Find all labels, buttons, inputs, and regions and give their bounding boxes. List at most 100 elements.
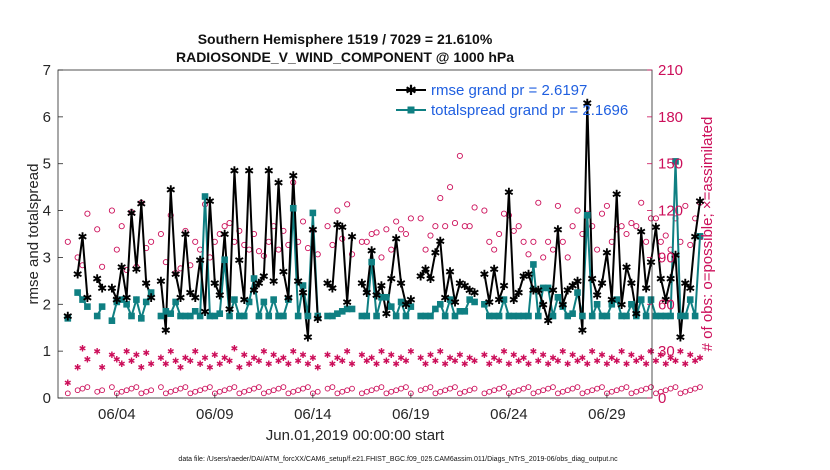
obs-assimilated-point: ✱ — [593, 357, 601, 367]
totalspread-point — [363, 312, 371, 320]
y-tick-label: 5 — [43, 156, 51, 173]
obs-possible-base-point — [344, 387, 351, 394]
totalspread-point — [530, 261, 537, 268]
rmse-point: ✱ — [563, 284, 573, 298]
rmse-point: ✱ — [308, 223, 318, 237]
totalspread-point — [289, 204, 297, 212]
rmse-point: ✱ — [430, 246, 440, 260]
obs-assimilated-point: ✱ — [378, 348, 386, 358]
totalspread-point — [314, 312, 322, 320]
obs-assimilated-point: ✱ — [314, 363, 322, 373]
rmse-point: ✱ — [73, 267, 83, 281]
obs-possible-point — [530, 238, 537, 245]
obs-assimilated-point: ✱ — [108, 351, 116, 361]
rmse-point: ✱ — [234, 253, 244, 267]
obs-possible-base-point — [520, 385, 527, 392]
obs-possible-base-point — [437, 388, 444, 395]
rmse-point: ✱ — [141, 277, 151, 291]
obs-possible-base-point — [236, 390, 243, 397]
obs-possible-point — [299, 218, 307, 225]
obs-assimilated-point: ✱ — [138, 363, 146, 373]
obs-assimilated-point: ✱ — [167, 348, 175, 358]
y-right-tick-label: 0 — [658, 390, 666, 407]
obs-assimilated-point: ✱ — [564, 360, 572, 370]
obs-assimilated-point: ✱ — [299, 351, 307, 361]
totalspread-point — [588, 312, 596, 320]
obs-possible-point — [442, 223, 449, 230]
obs-possible-base-point — [290, 388, 297, 395]
totalspread-point — [407, 303, 415, 310]
rmse-point: ✱ — [646, 256, 656, 270]
obs-possible-point — [64, 238, 71, 245]
obs-possible-base-point — [133, 384, 140, 390]
totalspread-point — [387, 303, 395, 310]
rmse-point: ✱ — [523, 267, 533, 281]
obs-possible-point — [603, 202, 610, 209]
obs-possible-base-point — [564, 387, 571, 394]
rmse-point: ✱ — [239, 293, 249, 307]
rmse-line — [76, 236, 89, 298]
obs-possible-base-point — [466, 387, 473, 394]
rmse-point: ✱ — [332, 218, 342, 232]
obs-assimilated-point: ✱ — [446, 354, 454, 364]
obs-possible-base-point — [638, 387, 645, 394]
obs-assimilated-point: ✱ — [363, 357, 371, 367]
obs-assimilated-point: ✱ — [196, 360, 204, 370]
totalspread-point — [608, 300, 616, 308]
rmse-point: ✱ — [136, 197, 146, 211]
obs-possible-base-point — [692, 385, 698, 392]
x-axis-label: Jun.01,2019 00:00:00 start — [266, 427, 445, 444]
rmse-point: ✱ — [293, 274, 303, 288]
obs-possible-base-point — [510, 388, 517, 395]
rmse-point: ✱ — [278, 265, 288, 279]
obs-possible-base-point — [270, 387, 277, 394]
rmse-point: ✱ — [612, 188, 622, 202]
obs-possible-base-point — [148, 387, 154, 394]
obs-possible-base-point — [64, 390, 71, 397]
obs-possible-base-point — [388, 388, 395, 395]
totalspread-point — [304, 312, 312, 320]
obs-assimilated-point: ✱ — [510, 351, 518, 361]
obs-assimilated-point: ✱ — [417, 354, 425, 364]
obs-possible-base-point — [643, 385, 649, 392]
plot-frame — [57, 69, 653, 399]
totalspread-point — [417, 312, 424, 320]
rmse-point: ✱ — [391, 232, 401, 246]
totalspread-point — [338, 308, 346, 315]
totalspread-point — [177, 312, 184, 320]
totalspread-point — [93, 312, 101, 320]
obs-assimilated-point: ✱ — [598, 351, 606, 361]
obs-possible-base-point — [496, 385, 502, 392]
obs-possible-point — [687, 241, 694, 248]
y-right-tick-label: 180 — [658, 109, 683, 126]
obs-assimilated-point: ✱ — [123, 348, 131, 358]
y-tick-label: 2 — [43, 296, 51, 313]
rmse-point: ✱ — [582, 96, 592, 110]
totalspread-point — [520, 312, 527, 320]
rmse-point: ✱ — [577, 324, 587, 338]
rmse-point: ✱ — [376, 279, 386, 293]
rmse-point: ✱ — [587, 272, 597, 286]
totalspread-point — [510, 312, 518, 320]
obs-assimilated-point: ✱ — [245, 360, 253, 370]
legend: ✱ rmse grand pr = 2.6197 totalspread gra… — [396, 82, 628, 119]
rmse-point: ✱ — [489, 263, 499, 277]
y-right-tick-label: 210 — [658, 62, 683, 79]
rmse-point: ✱ — [347, 230, 357, 244]
totalspread-point — [138, 315, 145, 322]
obs-assimilated-point: ✱ — [93, 348, 101, 358]
obs-possible-base-point — [545, 385, 551, 392]
obs-possible-base-point — [589, 387, 596, 394]
obs-possible-base-point — [363, 388, 370, 395]
obs-possible-base-point — [403, 384, 409, 390]
obs-possible-base-point — [349, 385, 355, 392]
rmse-point: ✱ — [435, 235, 445, 249]
totalspread-point — [456, 308, 464, 315]
obs-possible-base-point — [187, 390, 194, 397]
rmse-point: ✱ — [538, 298, 548, 312]
rmse-point: ✱ — [607, 293, 617, 307]
obs-assimilated-point: ✱ — [490, 354, 498, 364]
rmse-point: ✱ — [651, 220, 661, 234]
totalspread-point — [402, 312, 410, 320]
obs-possible-point — [94, 226, 101, 233]
